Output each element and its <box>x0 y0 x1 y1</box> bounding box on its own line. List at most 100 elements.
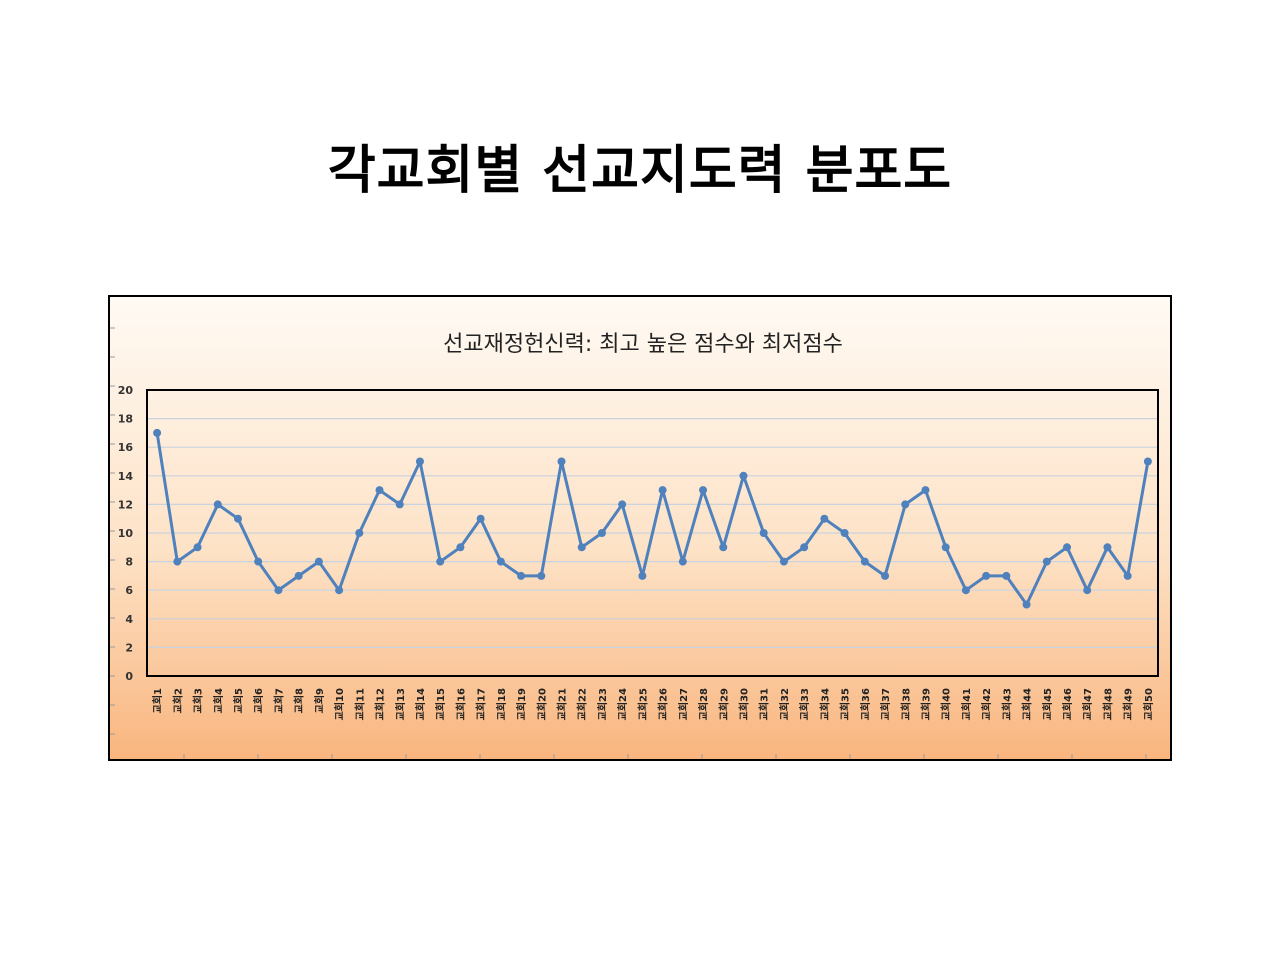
data-point <box>577 543 586 552</box>
x-tick-label: 교회15 <box>434 688 447 720</box>
data-point <box>961 586 970 595</box>
x-tick-label: 교회45 <box>1041 688 1054 720</box>
data-point <box>638 571 647 580</box>
plot-area <box>146 389 1159 677</box>
x-tick-label: 교회39 <box>919 688 932 720</box>
data-point <box>1002 571 1011 580</box>
x-tick-label: 교회18 <box>495 688 508 720</box>
data-point <box>1063 543 1072 552</box>
data-point <box>678 557 687 566</box>
data-point <box>375 486 384 495</box>
line-chart: 선교재정헌신력: 최고 높은 점수와 최저점수 0 2 4 6 8 10 12 14 16 18 2… <box>110 327 1159 759</box>
data-point <box>739 471 748 480</box>
x-tick-label: 교회41 <box>960 688 973 720</box>
y-tick-label: 2 <box>125 641 133 654</box>
x-tick-label: 교회14 <box>414 688 427 720</box>
data-point <box>901 500 910 509</box>
data-point <box>1103 543 1112 552</box>
x-tick-label: 교회11 <box>353 688 366 720</box>
y-tick-label: 16 <box>118 441 134 454</box>
data-point <box>982 571 991 580</box>
data-point <box>719 543 728 552</box>
data-point <box>274 586 283 595</box>
data-point <box>820 514 829 523</box>
y-tick-label: 10 <box>118 527 134 540</box>
x-tick-label: 교회25 <box>636 688 649 720</box>
x-tick-label: 교회32 <box>778 688 791 720</box>
x-tick-label: 교회43 <box>1000 688 1013 720</box>
x-tick-label: 교회16 <box>454 688 467 720</box>
data-point <box>618 500 627 509</box>
data-point <box>759 529 768 537</box>
y-tick-label: 20 <box>118 384 134 397</box>
y-tick-label: 8 <box>125 556 133 569</box>
data-point <box>173 557 182 566</box>
data-point <box>597 529 606 537</box>
x-tick-label: 교회35 <box>839 688 852 720</box>
data-point <box>254 557 263 566</box>
x-tick-label: 교회19 <box>515 688 528 720</box>
x-tick-label: 교회21 <box>556 688 569 720</box>
data-point <box>557 457 566 466</box>
x-tick-label: 교회23 <box>596 688 609 720</box>
x-tick-label: 교회48 <box>1101 688 1114 720</box>
data-point <box>1143 457 1152 466</box>
data-point <box>860 557 869 566</box>
x-tick-label: 교회9 <box>313 688 326 713</box>
data-point <box>415 457 424 466</box>
data-point <box>1042 557 1051 566</box>
data-point <box>800 543 809 552</box>
x-tick-label: 교회44 <box>1021 688 1034 720</box>
y-tick-label: 6 <box>125 584 133 597</box>
data-point <box>314 557 323 566</box>
data-point <box>921 486 930 495</box>
x-tick-label: 교회42 <box>980 688 993 720</box>
data-point <box>881 571 890 580</box>
x-tick-label: 교회28 <box>697 688 710 720</box>
x-tick-label: 교회4 <box>212 688 225 713</box>
x-tick-label: 교회26 <box>657 688 670 720</box>
x-tick-label: 교회40 <box>940 688 953 720</box>
slide-title: 각교회별 선교지도력 분포도 <box>327 141 953 201</box>
chart-frame: 선교재정헌신력: 최고 높은 점수와 최저점수 0 2 4 6 8 10 12 14 16 18 2… <box>108 295 1172 761</box>
data-point <box>436 557 445 566</box>
data-point <box>941 543 950 552</box>
data-point <box>335 586 344 595</box>
x-tick-label: 교회50 <box>1142 688 1155 720</box>
x-tick-label: 교회3 <box>192 688 205 713</box>
data-point <box>1022 600 1031 609</box>
y-tick-label: 4 <box>125 613 133 626</box>
data-point <box>193 543 202 552</box>
data-point <box>456 543 465 552</box>
x-tick-label: 교회46 <box>1061 688 1074 720</box>
data-point <box>840 529 849 537</box>
x-tick-label: 교회47 <box>1081 688 1094 720</box>
x-tick-label: 교회24 <box>616 688 629 720</box>
x-tick-label: 교회33 <box>798 688 811 720</box>
x-tick-label: 교회10 <box>333 688 346 720</box>
y-tick-label: 0 <box>125 670 133 683</box>
x-tick-label: 교회37 <box>879 688 892 720</box>
data-point <box>213 500 222 509</box>
x-tick-label: 교회5 <box>232 688 245 713</box>
x-tick-label: 교회29 <box>717 688 730 720</box>
data-point <box>496 557 505 566</box>
x-tick-label: 교회13 <box>394 688 407 720</box>
y-tick-label: 18 <box>118 413 133 426</box>
x-tick-label: 교회7 <box>272 688 285 713</box>
data-point <box>153 428 162 437</box>
data-point <box>658 486 667 495</box>
x-tick-label: 교회22 <box>576 688 589 720</box>
x-tick-label: 교회49 <box>1122 688 1135 720</box>
x-tick-label: 교회31 <box>758 688 771 720</box>
x-tick-label: 교회1 <box>151 688 164 713</box>
x-tick-label: 교회17 <box>475 688 488 720</box>
data-point <box>294 571 303 580</box>
x-tick-label: 교회8 <box>293 688 306 713</box>
series-line <box>155 432 1150 606</box>
x-tick-label: 교회36 <box>859 688 872 720</box>
data-point <box>395 500 404 509</box>
data-point <box>355 529 364 537</box>
data-point <box>699 486 708 495</box>
x-tick-label: 교회34 <box>818 688 831 720</box>
